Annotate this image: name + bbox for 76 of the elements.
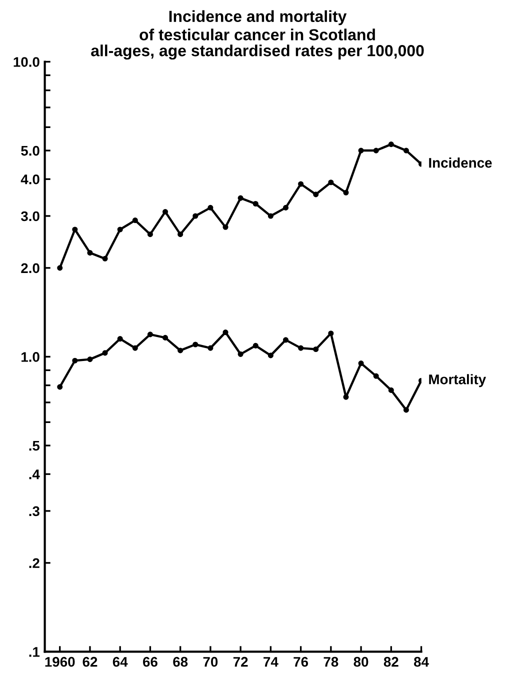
point [208,345,214,351]
x-tick-label: 80 [354,656,368,667]
point [252,342,258,348]
x-tick-label: 66 [143,656,158,667]
point [72,226,78,232]
y-tick-label: 2.0 [21,263,40,274]
chart-title: Incidence and mortality of testicular cancer in Scotland [140,10,375,40]
point [298,345,304,351]
point [132,345,138,351]
point [162,209,168,215]
point [222,224,228,230]
point [192,213,198,219]
point [282,337,289,343]
point [192,342,198,348]
point [373,373,379,379]
x-tick-label: 74 [264,657,278,667]
x-tick-label: 84 [414,656,429,667]
point [222,330,228,336]
point [268,213,274,219]
point [373,148,379,154]
point [282,204,289,210]
point [178,348,184,354]
point [147,332,153,338]
point [57,265,63,271]
point [238,351,244,357]
chart-subtitle: all-ages, age standardised rates per 100,000 [91,44,424,60]
x-tick-label: 62 [82,656,98,667]
point [388,387,394,393]
point [178,232,184,238]
y-tick-label: 1.0 [22,352,40,362]
x-tick-label: 78 [324,656,338,667]
point [117,336,123,342]
x-tick-label: 76 [294,656,308,667]
point [252,200,258,207]
point [208,204,214,210]
point [403,407,409,413]
point [57,384,63,390]
point [147,232,153,238]
point [328,330,334,336]
point [358,360,364,366]
point [313,346,319,352]
x-tick-label: 72 [233,656,248,667]
point [238,195,244,201]
series-label: Mortality [429,374,486,388]
point [102,350,108,356]
point [298,181,304,187]
point [313,192,319,198]
x-tick-label: 70 [203,656,218,667]
point [268,352,274,358]
point [102,256,108,262]
point [162,334,168,340]
point [132,218,138,224]
x-tick-label: 1960 [45,656,75,667]
x-tick-label: 64 [112,656,128,667]
point [343,394,349,400]
y-tick-label: .2 [29,558,40,568]
x-tick-label: 68 [173,656,188,667]
point [328,180,334,186]
point [72,358,78,364]
y-tick-label: 5.0 [21,146,40,156]
point [87,356,93,362]
x-tick-label: 82 [384,656,398,667]
y-tick-label: 3.0 [20,211,40,222]
series-label: Incidence [429,158,492,168]
y-tick-label: .3 [29,506,40,516]
point [358,148,364,154]
point [87,250,93,256]
point [343,190,349,196]
point [403,148,409,154]
y-tick-label: .4 [29,470,40,480]
y-tick-label: .1 [29,647,40,657]
y-tick-label: 4.0 [20,174,40,184]
point [388,142,394,148]
y-tick-label: 10.0 [14,57,40,67]
point [117,226,123,232]
y-tick-label: .5 [29,440,40,451]
